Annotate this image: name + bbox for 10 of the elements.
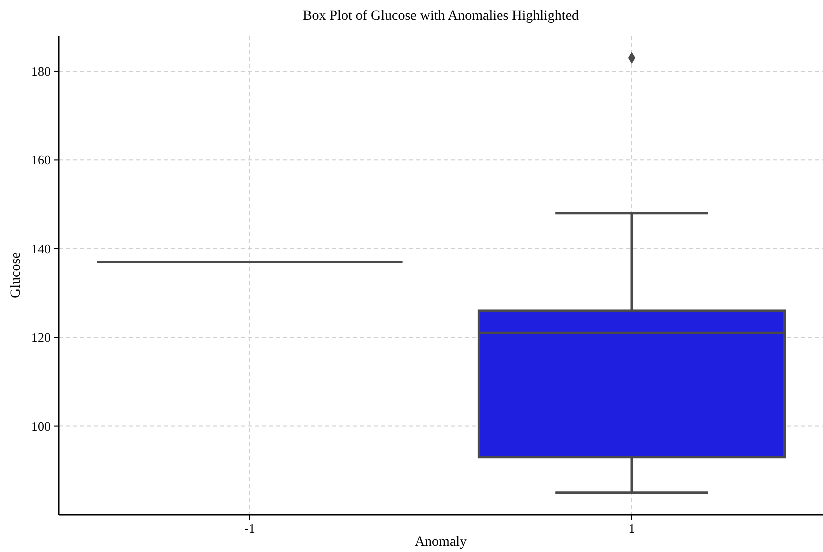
y-tick-label: 180 [32,64,51,80]
y-tick-label: 100 [32,418,51,434]
x-tick-label: 1 [628,521,636,536]
x-axis-title: Anomaly [414,535,468,550]
x-tick-label: -1 [244,521,256,536]
y-tick-label: 120 [32,330,51,346]
chart-title: Box Plot of Glucose with Anomalies Highlighted [302,9,580,24]
y-axis-title: Glucose [9,252,24,298]
y-tick-label: 140 [32,241,51,256]
y-tick-label: 160 [32,152,51,168]
